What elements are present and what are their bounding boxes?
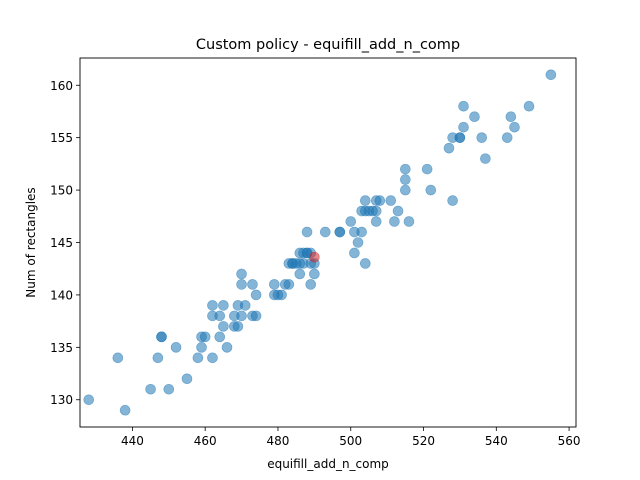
data-point xyxy=(207,352,218,364)
data-point xyxy=(163,383,175,395)
data-point xyxy=(276,289,287,301)
data-point xyxy=(232,321,244,332)
data-point xyxy=(319,226,331,238)
data-point xyxy=(392,205,404,217)
data-point xyxy=(370,216,382,227)
data-point xyxy=(501,132,513,143)
data-point xyxy=(447,195,458,206)
data-point xyxy=(301,226,313,238)
data-point xyxy=(458,121,469,133)
data-point xyxy=(400,163,411,175)
data-point xyxy=(545,69,557,81)
data-point xyxy=(509,121,520,133)
data-point xyxy=(199,331,211,343)
data-point xyxy=(421,163,433,175)
y-axis-ticks: 130 135 140 145 150 155 160 xyxy=(50,79,80,407)
x-tick-label: 540 xyxy=(485,434,508,448)
data-point xyxy=(305,279,317,290)
data-point xyxy=(119,404,131,416)
x-axis-label: equifill_add_n_comp xyxy=(267,457,389,471)
y-tick-label: 145 xyxy=(50,236,73,250)
data-point xyxy=(83,394,95,406)
data-point xyxy=(469,111,480,123)
data-point xyxy=(352,237,364,248)
data-point xyxy=(476,132,488,143)
data-point xyxy=(170,342,182,353)
data-point xyxy=(370,205,382,217)
data-point xyxy=(505,111,517,123)
data-point xyxy=(239,300,251,311)
x-tick-label: 560 xyxy=(558,434,581,448)
data-point xyxy=(214,331,226,343)
data-point xyxy=(207,300,218,311)
data-point xyxy=(403,216,415,227)
data-point xyxy=(250,289,262,301)
chart-title: Custom policy - equifill_add_n_comp xyxy=(196,37,460,53)
data-point xyxy=(334,226,346,238)
data-point xyxy=(192,352,204,364)
data-point xyxy=(218,321,229,332)
data-point xyxy=(214,310,226,322)
y-tick-label: 130 xyxy=(50,393,73,407)
data-point xyxy=(374,195,386,206)
data-point xyxy=(443,142,455,154)
data-point xyxy=(112,352,124,364)
data-point xyxy=(156,331,167,343)
data-point xyxy=(247,279,258,290)
data-point xyxy=(250,310,262,322)
data-point xyxy=(454,132,466,143)
x-tick-label: 520 xyxy=(412,434,435,448)
data-point xyxy=(269,279,280,290)
data-point xyxy=(345,216,357,227)
data-point xyxy=(349,247,360,259)
data-point xyxy=(218,300,229,311)
data-point xyxy=(360,258,371,269)
data-point xyxy=(181,373,193,385)
data-point xyxy=(236,268,247,280)
y-tick-label: 135 xyxy=(50,341,73,355)
data-point xyxy=(294,268,306,280)
data-point xyxy=(283,279,295,290)
y-tick-label: 160 xyxy=(50,79,73,93)
y-axis-label: Num of rectangles xyxy=(24,187,38,297)
x-tick-label: 460 xyxy=(194,434,217,448)
x-tick-label: 440 xyxy=(121,434,144,448)
y-tick-label: 150 xyxy=(50,184,73,198)
data-point xyxy=(458,100,469,112)
highlighted-data-point xyxy=(309,251,320,263)
data-point xyxy=(221,342,233,353)
data-point xyxy=(152,352,164,364)
data-point xyxy=(400,174,411,185)
y-tick-label: 140 xyxy=(50,288,73,302)
data-points xyxy=(83,69,557,416)
y-tick-label: 155 xyxy=(50,131,73,145)
data-point xyxy=(196,342,207,353)
data-point xyxy=(480,153,491,164)
data-point xyxy=(389,216,400,227)
data-point xyxy=(523,100,535,112)
data-point xyxy=(385,195,397,206)
plot-area-frame xyxy=(79,57,577,428)
data-point xyxy=(400,184,411,196)
data-point xyxy=(309,268,320,280)
x-tick-label: 480 xyxy=(267,434,290,448)
data-point xyxy=(236,279,247,290)
x-tick-label: 500 xyxy=(339,434,362,448)
data-point xyxy=(360,195,371,206)
data-point xyxy=(356,226,367,238)
data-point xyxy=(425,184,437,196)
data-point xyxy=(236,310,247,322)
data-point xyxy=(145,383,156,395)
x-axis-ticks: 440 460 480 500 520 540 560 xyxy=(121,427,581,448)
